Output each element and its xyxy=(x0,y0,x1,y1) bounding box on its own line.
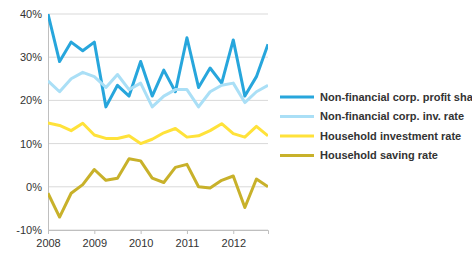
y-tick-label: -10% xyxy=(16,224,42,236)
y-tick-label: 10% xyxy=(20,138,42,150)
x-tick-mark xyxy=(187,230,188,234)
legend-swatch xyxy=(280,115,314,118)
series-line xyxy=(48,14,268,107)
legend-label: Household investment rate xyxy=(320,130,461,142)
chart: -10% 0% 10% 20% 30% 40% 2008 2009 2010 2011 2012 No… xyxy=(0,0,472,263)
plot-area xyxy=(48,14,268,217)
y-axis: -10% 0% 10% 20% 30% 40% xyxy=(16,8,48,236)
y-tick: 0% xyxy=(26,181,48,193)
grid xyxy=(48,14,268,230)
x-tick: 2010 xyxy=(129,230,153,249)
x-tick-label: 2011 xyxy=(176,237,200,249)
y-tick: 20% xyxy=(20,94,48,106)
y-tick-label: 30% xyxy=(20,51,42,63)
legend-swatch xyxy=(280,154,314,157)
series-line xyxy=(48,123,268,144)
legend-label: Non-financial corp. inv. rate xyxy=(320,110,464,122)
legend-swatch xyxy=(280,135,314,138)
y-tick: -10% xyxy=(16,224,48,236)
x-tick: 2009 xyxy=(83,230,107,249)
series-line xyxy=(48,159,268,217)
legend-swatch xyxy=(280,96,314,99)
legend: Non-financial corp. profit share Non-fina… xyxy=(280,91,472,162)
grid-line xyxy=(48,14,268,15)
x-tick-mark xyxy=(94,230,95,234)
x-tick-mark xyxy=(141,230,142,234)
x-tick-mark xyxy=(48,230,49,234)
y-tick: 30% xyxy=(20,51,48,63)
x-axis: 2008 2009 2010 2011 2012 xyxy=(36,230,268,249)
y-tick: 40% xyxy=(20,8,48,20)
x-tick: 2012 xyxy=(222,230,246,249)
x-tick-label: 2008 xyxy=(36,237,60,249)
x-tick-label: 2010 xyxy=(129,237,153,249)
x-tick: 2011 xyxy=(176,230,200,249)
x-tick: 2008 xyxy=(36,230,60,249)
series-line xyxy=(48,72,268,107)
grid-line xyxy=(48,143,268,144)
grid-line xyxy=(48,57,268,58)
x-tick-mark xyxy=(233,230,234,234)
y-tick-label: 0% xyxy=(26,181,42,193)
x-axis-line xyxy=(49,231,269,235)
y-tick-label: 40% xyxy=(20,8,42,20)
x-tick-label: 2012 xyxy=(222,237,246,249)
y-tick: 10% xyxy=(20,138,48,150)
legend-label: Household saving rate xyxy=(320,149,438,161)
legend-label: Non-financial corp. profit share xyxy=(320,91,472,103)
y-tick-label: 20% xyxy=(20,94,42,106)
x-tick-label: 2009 xyxy=(83,237,107,249)
